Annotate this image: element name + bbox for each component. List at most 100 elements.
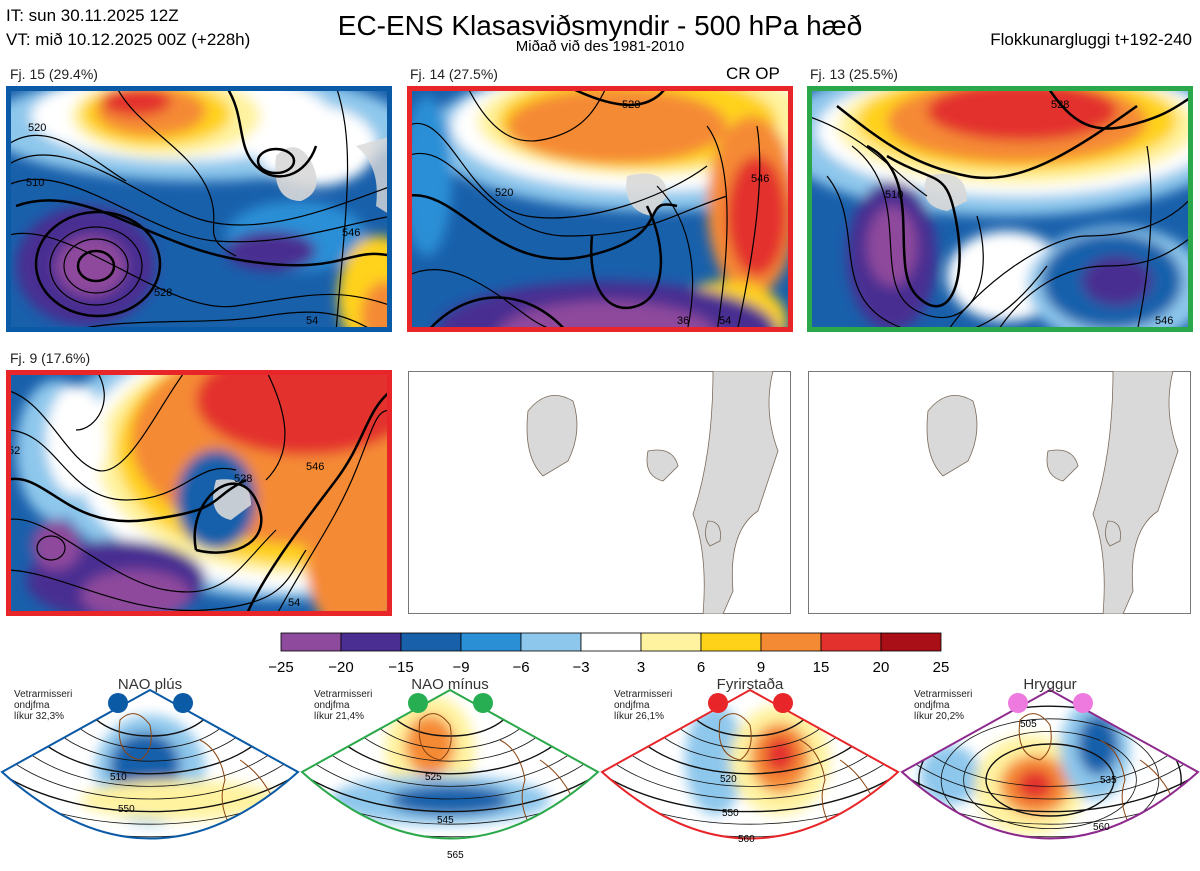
- header-times: IT: sun 30.11.2025 12Z VT: mið 10.12.202…: [6, 4, 250, 52]
- coastline: [1018, 713, 1181, 839]
- regime-marker-dot: [173, 693, 193, 713]
- colorbar-tick-label: 25: [932, 659, 950, 676]
- regime-note: Vetrarmisseri ondjfma líkur 26,1%: [614, 689, 672, 722]
- panel-label-1: Fj. 15 (29.4%): [10, 66, 98, 82]
- regime-title: NAO mínus: [411, 676, 489, 693]
- colorbar-tick-label: −9: [452, 659, 470, 676]
- regime-note: Vetrarmisseri ondjfma líkur 21,4%: [314, 689, 372, 722]
- contour-label: 36: [677, 315, 689, 327]
- contour-label: 520: [28, 122, 46, 134]
- colorbar-swatch: [880, 632, 942, 652]
- init-time: IT: sun 30.11.2025 12Z: [6, 6, 179, 25]
- panel-border: [6, 86, 392, 332]
- regime-note: Vetrarmisseri ondjfma líkur 32,3%: [14, 689, 72, 722]
- anomaly-blob: [1000, 755, 1070, 815]
- anomaly-blob: [750, 723, 810, 793]
- anomaly-blob: [95, 715, 205, 825]
- height-contour: [963, 731, 1137, 830]
- panel-label-2: Fj. 14 (27.5%): [410, 66, 498, 82]
- panel-label-4: Fj. 9 (17.6%): [10, 350, 91, 366]
- regime-title: Hryggur: [1023, 676, 1077, 693]
- anomaly-blob: [730, 705, 830, 815]
- anomaly-blob: [110, 733, 180, 797]
- regime-marker-dot: [408, 693, 428, 713]
- regime-title: Fyrirstaða: [716, 676, 784, 693]
- cluster-map-1: 520 528 546 510 54: [6, 86, 392, 332]
- colorbar-swatch: [460, 632, 522, 652]
- regime-note-line: Vetrarmisseri: [914, 689, 973, 700]
- height-contour: [918, 705, 1182, 839]
- anomaly-blob: [975, 735, 1085, 835]
- height-contour: [985, 743, 1115, 817]
- anomaly-blob: [920, 745, 980, 805]
- cluster-map-2: 528 546 520 54 36: [407, 86, 793, 332]
- contour-label: 510: [110, 772, 127, 783]
- regime-marker-dot: [1073, 693, 1093, 713]
- contour-label: 546: [751, 173, 769, 185]
- contour-label: 505: [1020, 719, 1037, 730]
- colorbar-swatch: [760, 632, 822, 652]
- regime-marker-dot: [1008, 693, 1028, 713]
- anomaly-blob: [1017, 770, 1053, 800]
- cluster-window: Flokkunargluggi t+192-240: [990, 30, 1192, 49]
- anomaly-blob: [685, 705, 745, 815]
- contour-label: 510: [26, 177, 44, 189]
- regime-note-line: Vetrarmisseri: [14, 689, 73, 700]
- operational-marker: CR OP: [726, 64, 780, 83]
- colorbar-ticks: −25 −20 −15 −9 −6 −3 3 6 9 15 20 25: [268, 659, 949, 679]
- colorbar-tick-label: 20: [872, 659, 890, 676]
- colorbar-tick-label: 6: [696, 659, 706, 676]
- colorbar-swatches: [280, 632, 942, 652]
- contour-label: 560: [1093, 822, 1110, 833]
- anomaly-blob: [1078, 715, 1118, 775]
- contour-label: 520: [495, 187, 513, 199]
- colorbar-swatch: [280, 632, 342, 652]
- contour-label: 528: [234, 473, 252, 485]
- regime-marker-dot: [773, 693, 793, 713]
- regime-note-line: líkur 26,1%: [614, 711, 665, 722]
- contour-label: 546: [306, 461, 324, 473]
- empty-map-1: [408, 371, 791, 614]
- colorbar: −25 −20 −15 −9 −6 −3 3 6 9 15 20 25: [268, 632, 949, 679]
- colorbar-tick-label: −15: [388, 659, 414, 676]
- regime-note-line: líkur 32,3%: [14, 711, 65, 722]
- anomaly-blob: [80, 780, 280, 820]
- regime-note-line: ondjfma: [614, 700, 650, 711]
- colorbar-swatch: [340, 632, 402, 652]
- height-contour: [302, 690, 598, 813]
- panel-label-3: Fj. 13 (25.5%): [810, 66, 898, 82]
- contour-label: 546: [1155, 315, 1173, 327]
- valid-time: VT: mið 10.12.2025 00Z (+228h): [6, 30, 251, 49]
- regime-marker-dot: [108, 693, 128, 713]
- anomaly-blob: [405, 715, 455, 775]
- contour-label: 520: [720, 774, 737, 785]
- regime-title: NAO plús: [117, 676, 183, 693]
- colorbar-tick-label: 9: [756, 659, 766, 676]
- coastline: [718, 713, 881, 839]
- contour-label: 528: [622, 99, 640, 111]
- colorbar-tick-label: −25: [268, 659, 294, 676]
- regime-note-line: ondjfma: [14, 700, 50, 711]
- anomaly-blob: [390, 785, 510, 815]
- height-contour: [40, 690, 260, 762]
- panel-border: [807, 86, 1193, 332]
- height-contour: [940, 718, 1160, 839]
- contour-label: 52: [8, 445, 20, 457]
- colorbar-tick-label: −6: [512, 659, 530, 676]
- contour-label: 525: [425, 772, 442, 783]
- colorbar-swatch: [580, 632, 642, 652]
- cluster-map-3: 528 546 510: [807, 86, 1193, 332]
- contour-label: 528: [1051, 99, 1069, 111]
- contour-label: 54: [719, 315, 731, 327]
- height-contour: [602, 690, 898, 813]
- colorbar-swatch: [640, 632, 702, 652]
- panel-border: [407, 86, 793, 332]
- contour-label: 535: [1100, 775, 1117, 786]
- contour-label: 546: [342, 227, 360, 239]
- contour-label: 54: [306, 315, 318, 327]
- regime-note: Vetrarmisseri ondjfma líkur 20,2%: [914, 689, 972, 722]
- regime-note-line: ondjfma: [314, 700, 350, 711]
- cluster-map-4: 528 546 52 54: [6, 370, 392, 616]
- contour-label: 54: [288, 597, 300, 609]
- panel-border: [6, 370, 392, 616]
